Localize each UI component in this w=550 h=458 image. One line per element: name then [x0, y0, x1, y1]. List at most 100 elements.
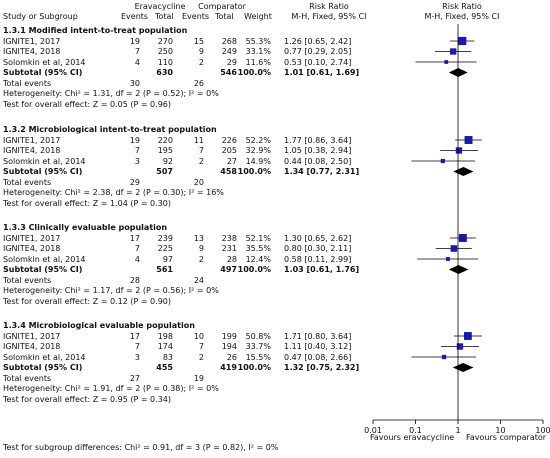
- events2-column-header: Events: [182, 12, 210, 21]
- subgroup-title: 1.3.4 Microbiological evaluable populati…: [3, 321, 195, 330]
- study-weight: 33.1%: [245, 47, 271, 56]
- events-comparator: 11: [193, 135, 204, 145]
- subtotal-risk-ratio: 1.32 [0.75, 2.32]: [284, 363, 360, 372]
- study-square: [458, 234, 467, 242]
- total-eravacycline: 220: [157, 135, 173, 145]
- group2-header: Comparator: [198, 2, 246, 11]
- study-weight: 50.8%: [245, 331, 271, 341]
- total-eravacycline: 174: [157, 342, 173, 351]
- study-name: IGNITE1, 2017: [3, 36, 61, 46]
- study-risk-ratio: 0.47 [0.08, 2.66]: [284, 352, 352, 362]
- subtotal-label: Subtotal (95% CI): [3, 167, 83, 176]
- study-square: [456, 343, 464, 350]
- subgroup-title: 1.3.1 Modified intent-to-treat populatio…: [3, 26, 188, 35]
- study-risk-ratio: 1.30 [0.65, 2.62]: [284, 233, 352, 243]
- group1-header: Eravacycline: [134, 2, 186, 11]
- subtotal-total-eravacycline: 455: [156, 363, 173, 372]
- study-name: IGNITE4, 2018: [3, 146, 61, 155]
- events-eravacycline: 17: [129, 233, 140, 243]
- study-name: IGNITE1, 2017: [3, 233, 61, 243]
- study-weight: 52.2%: [245, 135, 271, 145]
- events-comparator: 2: [198, 352, 204, 362]
- favours-left-label: Favours eravacycline: [370, 433, 455, 442]
- subgroup-title: 1.3.2 Microbiological intent-to-treat po…: [3, 125, 217, 134]
- study-column-header: Study or Subgroup: [3, 12, 78, 21]
- events-comparator: 2: [198, 57, 204, 67]
- events-comparator: 9: [198, 244, 204, 253]
- study-name: Solomkin et al, 2014: [3, 57, 86, 67]
- events1-column-header: Events: [121, 12, 149, 21]
- total-events-comparator: 20: [193, 177, 204, 187]
- total-comparator: 29: [226, 57, 237, 67]
- events-comparator: 15: [193, 36, 204, 46]
- events-comparator: 7: [198, 146, 204, 155]
- study-name: IGNITE4, 2018: [3, 47, 61, 56]
- total-eravacycline: 198: [157, 331, 173, 341]
- overall-effect-test: Test for overall effect: Z = 1.04 (P = 0…: [3, 198, 171, 208]
- total-events-eravacycline: 29: [129, 177, 140, 187]
- subtotal-total-eravacycline: 561: [156, 265, 173, 274]
- total-events-label: Total events: [3, 78, 52, 88]
- heterogeneity-stat: Heterogeneity: Chi² = 1.31, df = 2 (P = …: [3, 89, 219, 98]
- total-events-label: Total events: [3, 373, 52, 383]
- study-name: IGNITE1, 2017: [3, 331, 61, 341]
- subtotal-weight: 100.0%: [237, 265, 271, 274]
- events-eravacycline: 4: [134, 57, 140, 67]
- study-square: [455, 147, 463, 154]
- total-eravacycline: 110: [157, 57, 173, 67]
- study-risk-ratio: 1.77 [0.86, 3.64]: [284, 135, 352, 145]
- heterogeneity-stat: Heterogeneity: Chi² = 1.17, df = 2 (P = …: [3, 286, 219, 295]
- study-name: Solomkin et al, 2014: [3, 156, 86, 166]
- subtotal-total-comparator: 419: [220, 363, 237, 372]
- study-weight: 12.4%: [245, 254, 271, 264]
- heterogeneity-stat: Heterogeneity: Chi² = 1.91, df = 2 (P = …: [3, 384, 219, 393]
- subtotal-label: Subtotal (95% CI): [3, 68, 83, 77]
- events-eravacycline: 7: [134, 342, 140, 351]
- total-comparator: 249: [221, 47, 237, 56]
- total2-column-header: Total: [215, 12, 234, 21]
- study-square: [464, 136, 473, 144]
- study-risk-ratio: 1.11 [0.40, 3.12]: [284, 342, 352, 351]
- study-name: Solomkin et al, 2014: [3, 254, 86, 264]
- subtotal-weight: 100.0%: [237, 68, 271, 77]
- overall-effect-test: Test for overall effect: Z = 0.12 (P = 0…: [3, 296, 171, 306]
- plot-header: Risk Ratio: [442, 2, 482, 11]
- events-comparator: 2: [198, 254, 204, 264]
- subtotal-weight: 100.0%: [237, 363, 271, 372]
- rr-subheader: M-H, Fixed, 95% CI: [291, 12, 367, 21]
- study-weight: 11.6%: [245, 57, 271, 67]
- events-eravacycline: 17: [129, 331, 140, 341]
- study-risk-ratio: 1.05 [0.38, 2.94]: [284, 146, 352, 155]
- subtotal-total-eravacycline: 507: [156, 167, 173, 176]
- x-tick-label: 0.01: [364, 426, 382, 435]
- total-comparator: 27: [226, 156, 237, 166]
- study-name: IGNITE1, 2017: [3, 135, 61, 145]
- total-eravacycline: 239: [157, 233, 173, 243]
- subtotal-label: Subtotal (95% CI): [3, 265, 83, 274]
- study-risk-ratio: 0.44 [0.08, 2.50]: [284, 156, 352, 166]
- events-comparator: 2: [198, 156, 204, 166]
- overall-effect-test: Test for overall effect: Z = 0.95 (P = 0…: [3, 394, 171, 404]
- subtotal-total-comparator: 458: [220, 167, 237, 176]
- total-events-eravacycline: 27: [129, 373, 140, 383]
- study-square: [440, 158, 445, 164]
- total-eravacycline: 92: [162, 156, 173, 166]
- subtotal-diamond: [453, 167, 474, 176]
- subtotal-total-comparator: 546: [220, 68, 237, 77]
- x-tick-label: 0.1: [409, 426, 422, 435]
- subgroup-title: 1.3.3 Clinically evaluable population: [3, 223, 168, 232]
- study-weight: 35.5%: [245, 244, 271, 253]
- total-comparator: 26: [226, 352, 237, 362]
- study-square: [446, 257, 450, 261]
- study-name: IGNITE4, 2018: [3, 244, 61, 253]
- events-comparator: 10: [193, 331, 204, 341]
- total-events-label: Total events: [3, 275, 52, 285]
- x-tick-label: 10: [495, 426, 506, 435]
- total-comparator: 28: [226, 254, 237, 264]
- weight-column-header: Weight: [244, 12, 272, 21]
- study-name: IGNITE4, 2018: [3, 342, 61, 351]
- study-name: Solomkin et al, 2014: [3, 352, 86, 362]
- events-eravacycline: 4: [134, 254, 140, 264]
- study-weight: 55.3%: [245, 36, 271, 46]
- total-comparator: 194: [221, 342, 237, 351]
